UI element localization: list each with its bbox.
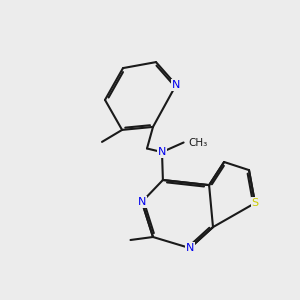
Text: CH₃: CH₃	[188, 137, 207, 148]
Text: N: N	[172, 80, 180, 90]
Text: N: N	[138, 197, 146, 207]
Text: S: S	[251, 198, 259, 208]
Text: N: N	[158, 147, 166, 157]
Text: N: N	[186, 243, 194, 253]
